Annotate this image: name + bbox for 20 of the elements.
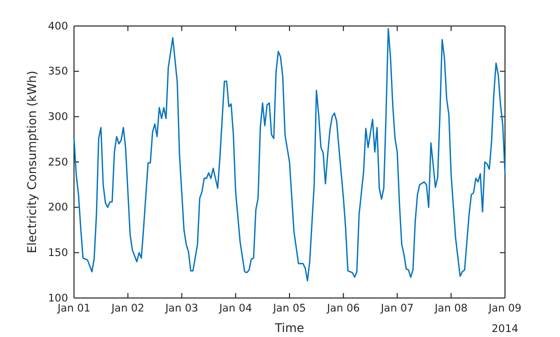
x-tick-label: Jan 05 bbox=[272, 302, 306, 314]
y-axis-title: Electricity Consumption (kWh) bbox=[25, 70, 39, 254]
y-tick-label: 100 bbox=[48, 292, 68, 304]
x-axis-title: Time bbox=[274, 321, 304, 335]
text: 2014 bbox=[492, 323, 519, 335]
x-tick-label: Jan 07 bbox=[380, 302, 414, 314]
x-tick-label: Jan 08 bbox=[434, 302, 468, 314]
x-tick-label: Jan 06 bbox=[326, 302, 360, 314]
x-tick-label: Jan 04 bbox=[218, 302, 252, 314]
y-tick-label: 350 bbox=[48, 66, 68, 78]
y-tick-label: 150 bbox=[48, 247, 68, 260]
x-tick-label: Jan 01 bbox=[56, 302, 90, 314]
x-tick-label: Jan 02 bbox=[110, 302, 144, 314]
y-tick-label: 400 bbox=[48, 20, 68, 32]
x-tick-label: Jan 09 bbox=[488, 302, 522, 314]
y-tick-label: 250 bbox=[48, 156, 68, 168]
x-tick-label: Jan 03 bbox=[164, 302, 198, 314]
line-series bbox=[73, 28, 506, 282]
y-tick-label: 200 bbox=[48, 202, 68, 214]
y-tick-label: 300 bbox=[48, 111, 68, 124]
